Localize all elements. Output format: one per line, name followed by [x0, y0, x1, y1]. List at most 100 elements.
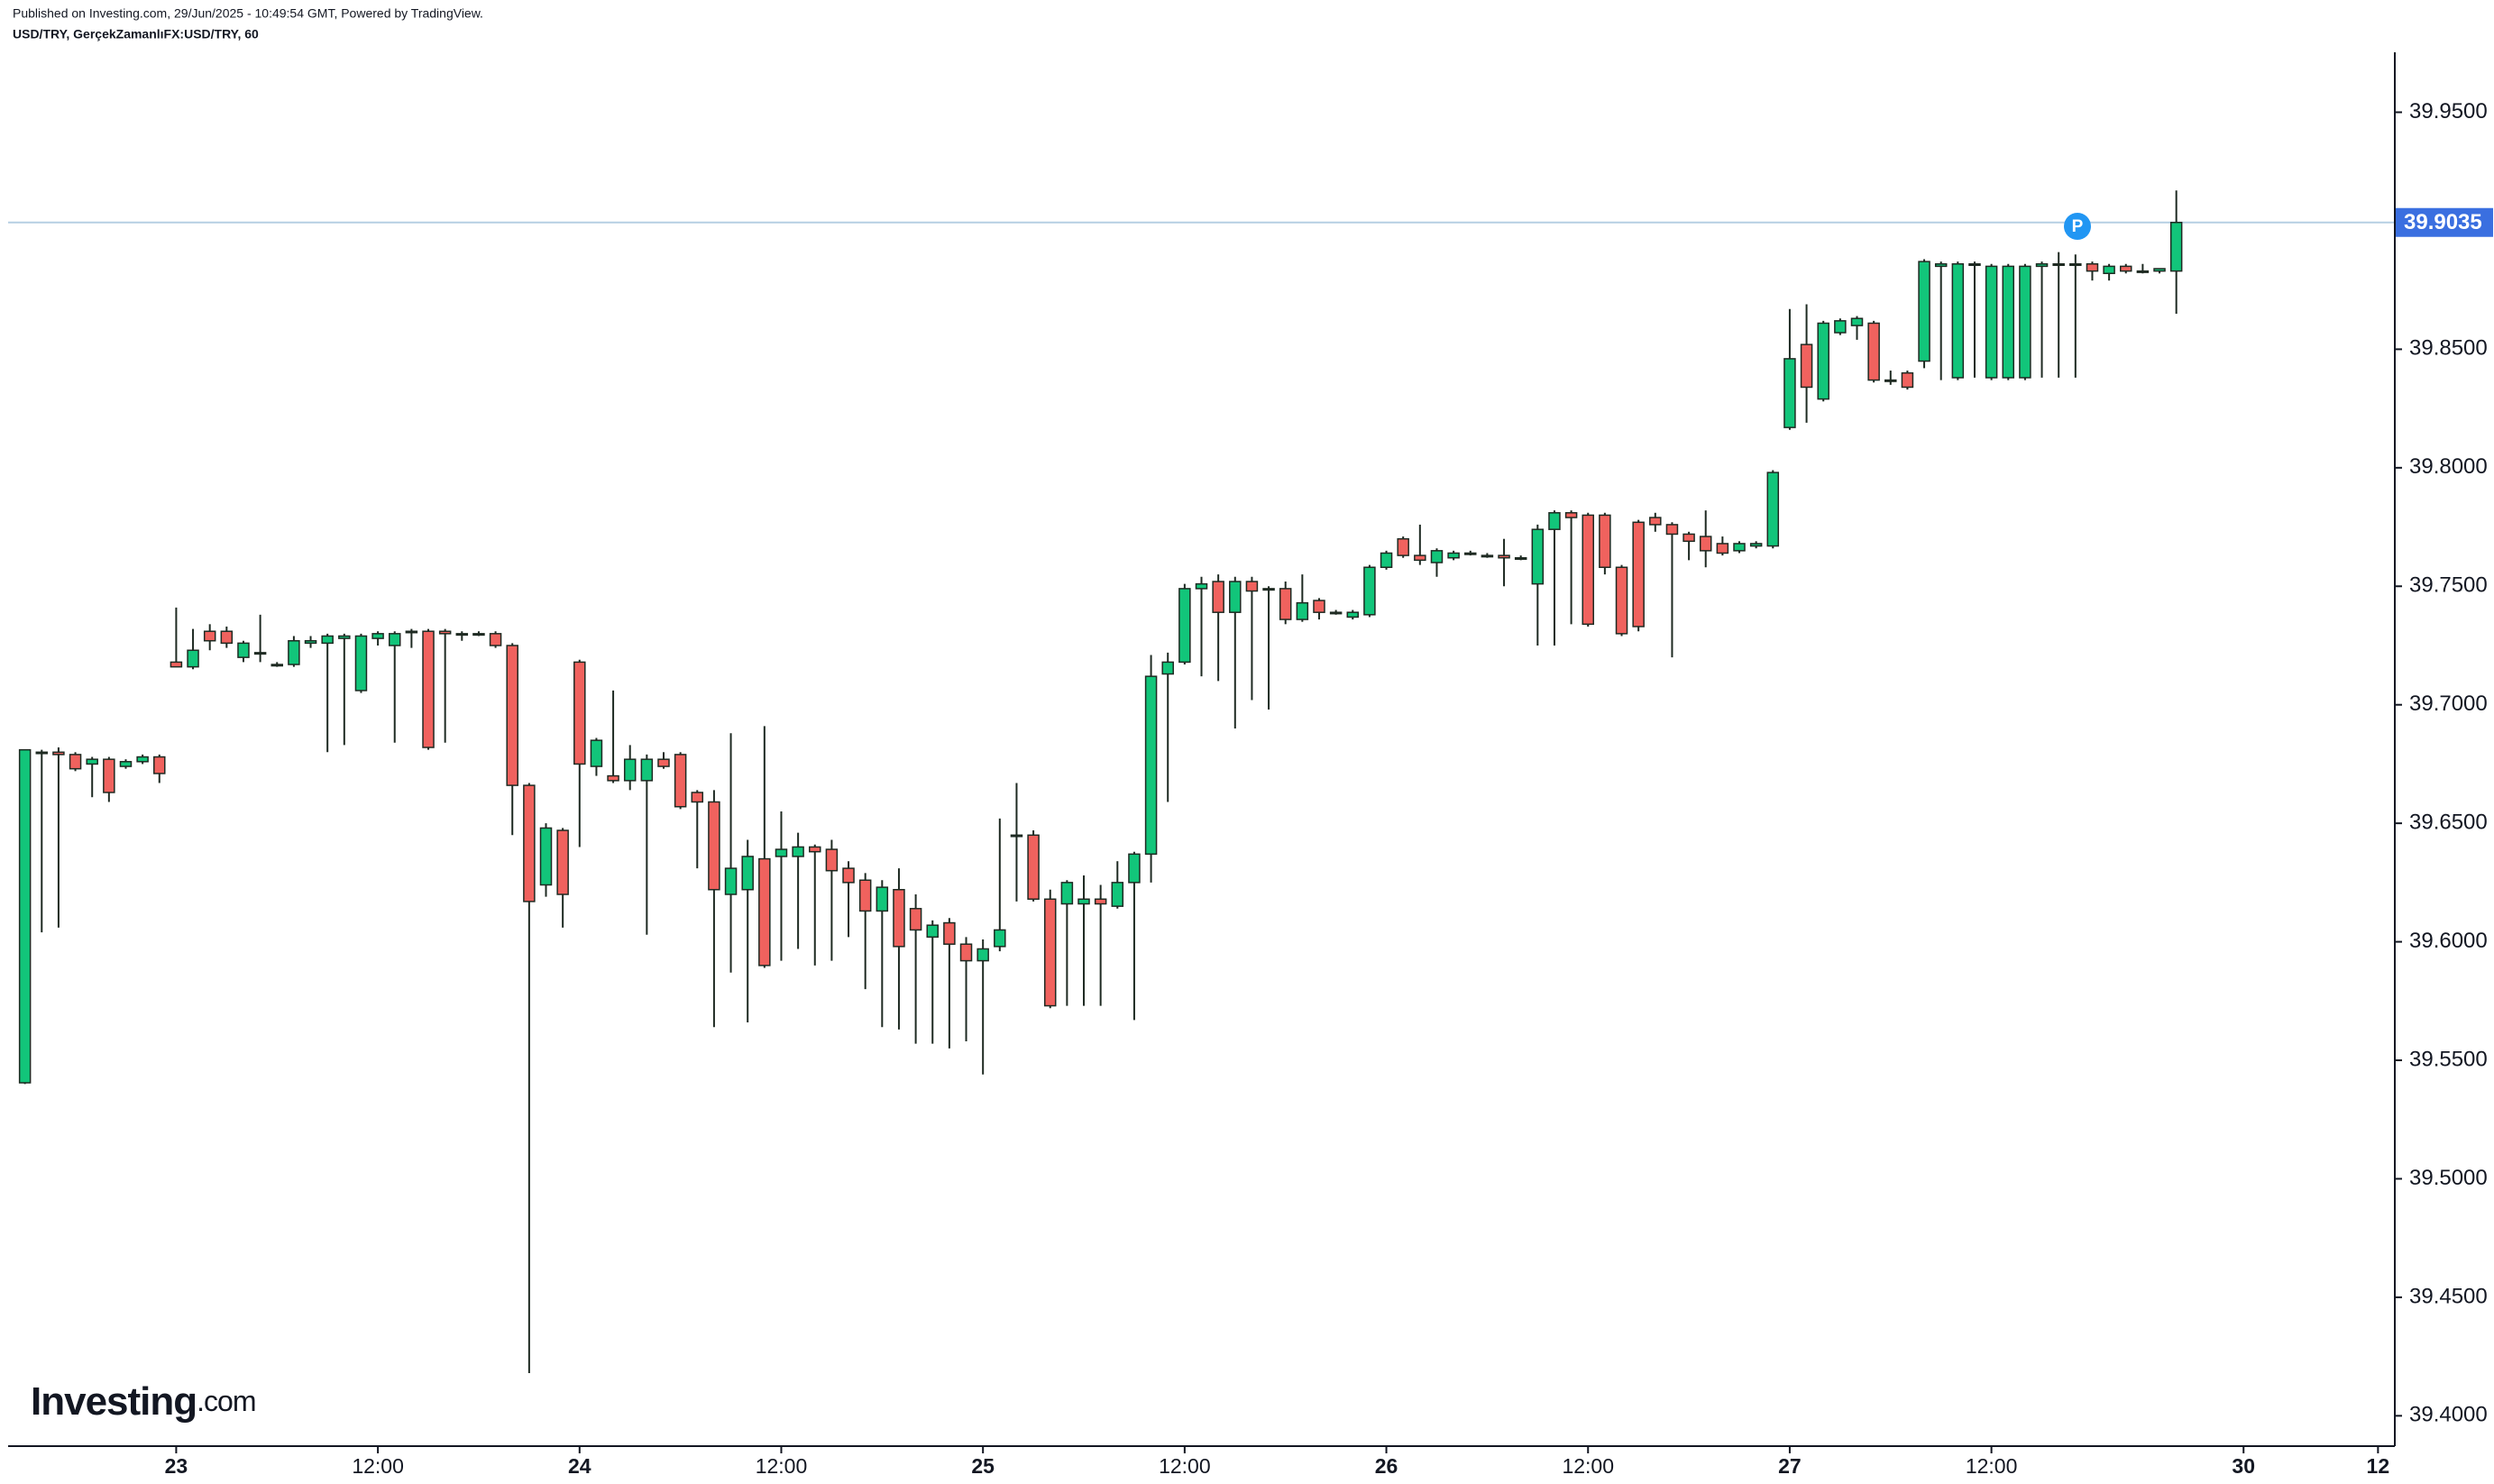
x-tick-label: 12:00 [1562, 1454, 1614, 1478]
y-tick-label: 39.4500 [2409, 1284, 2488, 1308]
candle-body [1985, 265, 1998, 379]
x-tick-label: 27 [1778, 1454, 1802, 1478]
y-tick-label: 39.7500 [2409, 573, 2488, 598]
published-note: Published on Investing.com, 29/Jun/2025 … [13, 6, 483, 21]
candle-body [691, 792, 704, 803]
candle-body [1363, 566, 1376, 616]
candle-body [1783, 358, 1796, 428]
candle-body [607, 774, 619, 782]
candle-body [2103, 265, 2115, 275]
candle-body [1514, 556, 1527, 560]
candle-body [1178, 588, 1191, 664]
candle-body [1884, 379, 1897, 382]
candle-body [1397, 537, 1409, 556]
candle-body [1834, 320, 1847, 334]
candle-body [2169, 221, 2183, 272]
x-tick-label: 30 [2232, 1454, 2255, 1478]
x-tick-label: 25 [971, 1454, 995, 1478]
candle-body [438, 630, 452, 635]
last-price-label: 39.9035 [2404, 210, 2482, 234]
candle-body [2069, 263, 2082, 267]
last-price-box [2396, 207, 2493, 237]
candle-body [35, 751, 49, 755]
candle-body [1447, 552, 1460, 559]
candle-body [842, 867, 855, 884]
candle-body [506, 645, 518, 786]
candle-body [1212, 581, 1224, 613]
logo-name: Investing [31, 1379, 197, 1424]
candle-body [2019, 265, 2031, 379]
candle-body [354, 635, 368, 692]
candle-body [253, 652, 267, 655]
candle-body [1665, 524, 1679, 536]
candle-body [741, 856, 754, 891]
candle-body [1699, 536, 1712, 552]
plot-area: 39.4000 39.4500 39.5000 39.5500 39.6000 39.65… [8, 99, 2493, 1478]
candle-body [758, 857, 771, 966]
candle-body [959, 943, 973, 962]
position-marker: P [2064, 213, 2091, 240]
y-tick-label: 39.7000 [2409, 692, 2488, 716]
candle-body [1716, 543, 1729, 554]
candle-body [2035, 263, 2049, 268]
candle-body [858, 879, 872, 912]
candle-body [1733, 543, 1746, 552]
candle-body [1934, 263, 1948, 268]
candle-body [1346, 611, 1360, 618]
y-tick-label: 39.6500 [2409, 810, 2488, 834]
candle-body [52, 751, 65, 756]
x-tick-label: 12:00 [756, 1454, 808, 1478]
candle-body [2119, 265, 2132, 272]
candle-body [994, 929, 1006, 948]
candle-body [136, 756, 149, 763]
candle-body [724, 867, 738, 895]
x-tick-label: 12 [2367, 1454, 2390, 1478]
candle-body [170, 661, 183, 668]
candle-body [539, 827, 553, 886]
candle-body [1077, 898, 1090, 905]
candle-body [1128, 853, 1141, 884]
candle-body [153, 756, 166, 774]
candle-body [825, 848, 839, 872]
candle-body [1027, 834, 1040, 901]
y-tick-label: 39.9500 [2409, 99, 2488, 124]
candle-body [1599, 514, 1611, 568]
candle-body [1901, 371, 1914, 389]
x-tick-label: 12:00 [352, 1454, 404, 1478]
x-tick-label: 24 [568, 1454, 591, 1478]
candle-body [1749, 543, 1763, 547]
candle-body [1817, 322, 1829, 400]
candle-body [304, 639, 317, 645]
candle-body [2002, 265, 2015, 379]
candle-body [1313, 600, 1325, 613]
candle-body [523, 784, 536, 902]
candle-body [237, 642, 250, 658]
candle-body [18, 748, 32, 1084]
candle-body [405, 630, 418, 634]
y-tick-label: 39.8500 [2409, 336, 2488, 361]
candle-body [1296, 601, 1309, 620]
candle-body [943, 921, 956, 945]
candle-body [1632, 521, 1645, 627]
candle-body [2136, 270, 2150, 273]
candle-body [1582, 514, 1594, 626]
candle-body [1800, 344, 1813, 389]
symbol-label: USD/TRY, GerçekZamanlıFX:USD/TRY, 60 [13, 27, 259, 41]
candle-body [909, 908, 922, 931]
candle-body [1043, 898, 1057, 1007]
candle-body [573, 661, 586, 765]
candle-body [1683, 533, 1695, 543]
candle-body [1548, 512, 1561, 530]
candle-body [203, 630, 216, 642]
candle-body [1498, 554, 1510, 559]
candle-body [1951, 263, 1965, 379]
candle-body [1766, 472, 1780, 547]
candle-body [708, 801, 720, 891]
candle-body [1329, 611, 1343, 615]
candle-body [590, 739, 603, 767]
candle-body [1414, 554, 1426, 562]
candle-body [86, 758, 98, 765]
candle-body [1229, 581, 1242, 613]
marker-circle [2064, 213, 2091, 240]
